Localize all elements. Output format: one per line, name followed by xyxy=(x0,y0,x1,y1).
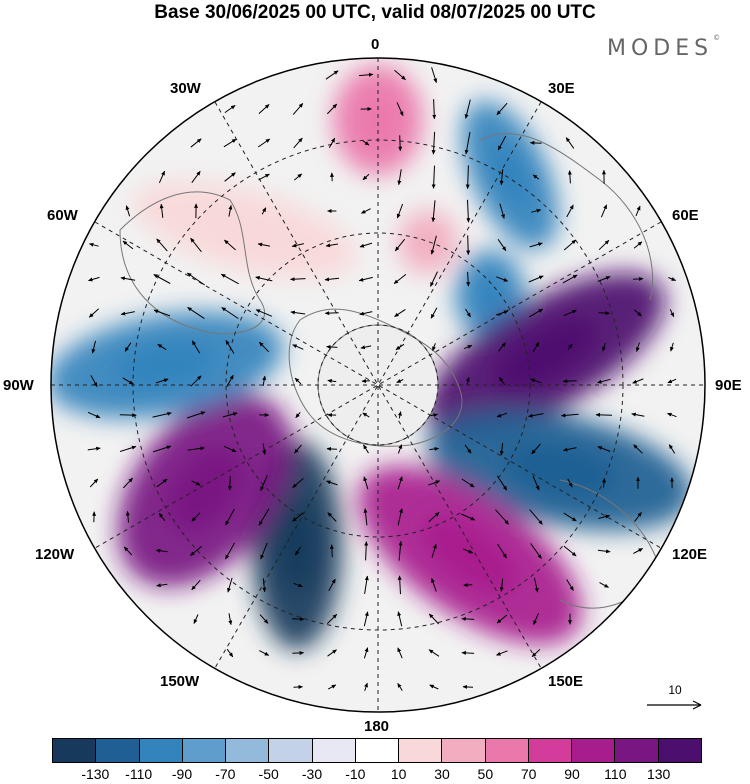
longitude-label-90e: 90E xyxy=(715,377,742,394)
wind-vector-arrow xyxy=(120,415,136,416)
longitude-label-150w: 150W xyxy=(160,673,199,690)
longitude-label-0: 0 xyxy=(371,36,379,53)
colorbar-cell xyxy=(96,739,139,762)
colorbar-cell xyxy=(53,739,96,762)
colorbar-cell xyxy=(313,739,356,762)
colorbar-tick-label: -130 xyxy=(81,766,109,782)
wind-vector-arrow xyxy=(530,143,541,144)
colorbar-cell xyxy=(269,739,312,762)
colorbar-cell xyxy=(486,739,529,762)
positive-anomaly-core xyxy=(358,95,399,145)
wind-vector-arrow xyxy=(596,415,612,416)
colorbar-cell xyxy=(183,739,226,762)
colorbar-tick-label: -70 xyxy=(215,766,235,782)
colorbar-tick-label: -30 xyxy=(302,766,322,782)
colorbar-tick-label: 30 xyxy=(434,766,450,782)
wind-vector-arrow xyxy=(468,235,469,254)
wind-vector-arrow xyxy=(563,381,576,382)
colorbar-tick-label: 70 xyxy=(521,766,537,782)
wind-vector-arrow xyxy=(327,449,337,450)
colorbar-tick-label: 10 xyxy=(391,766,407,782)
wind-vector-arrow xyxy=(633,279,643,280)
colorbar-cell xyxy=(399,739,442,762)
colorbar-cell xyxy=(140,739,183,762)
longitude-label-120w: 120W xyxy=(35,546,74,563)
wind-vector-arrow xyxy=(400,135,401,150)
positive-anomaly-core xyxy=(415,228,442,257)
colorbar-cell xyxy=(659,739,701,762)
colorbar-tick-label: -90 xyxy=(172,766,192,782)
wind-vector-arrow xyxy=(464,585,473,586)
longitude-label-60w: 60W xyxy=(47,207,78,224)
colorbar-cell xyxy=(442,739,485,762)
colorbar-cell xyxy=(356,739,399,762)
longitude-label-60e: 60E xyxy=(672,207,699,224)
colorbar-tick-label: 50 xyxy=(478,766,494,782)
colorbar-tick-label: 130 xyxy=(647,766,670,782)
colorbar-cell xyxy=(226,739,269,762)
colorbar-tick-label: 90 xyxy=(564,766,580,782)
colorbar-cell xyxy=(529,739,572,762)
longitude-label-150e: 150E xyxy=(548,673,583,690)
colorbar-tick-label: -50 xyxy=(259,766,279,782)
colorbar-tick-label: 110 xyxy=(604,766,626,782)
wind-vector-arrow xyxy=(332,545,333,557)
wind-vector-arrow xyxy=(599,313,610,314)
wind-vector-arrow xyxy=(230,476,231,490)
longitude-label-120e: 120E xyxy=(672,546,707,563)
wind-vector-arrow xyxy=(463,687,473,688)
longitude-label-30w: 30W xyxy=(170,80,201,97)
reference-arrow-icon xyxy=(645,695,705,725)
colorbar-tick-label: -110 xyxy=(125,766,152,782)
longitude-label-30e: 30E xyxy=(548,80,575,97)
longitude-label-180: 180 xyxy=(364,718,389,735)
colorbar xyxy=(52,738,702,763)
colorbar-cell xyxy=(615,739,658,762)
negative-anomaly-core xyxy=(277,498,318,593)
colorbar-cell xyxy=(572,739,615,762)
colorbar-tick-label: -10 xyxy=(345,766,365,782)
colorbar-ticks: -130 -110 -90 -70 -50 -30 -10 10 30 50 70 90 110 130 xyxy=(0,766,750,784)
wind-vector-arrow xyxy=(325,313,338,314)
longitude-label-90w: 90W xyxy=(3,377,34,394)
